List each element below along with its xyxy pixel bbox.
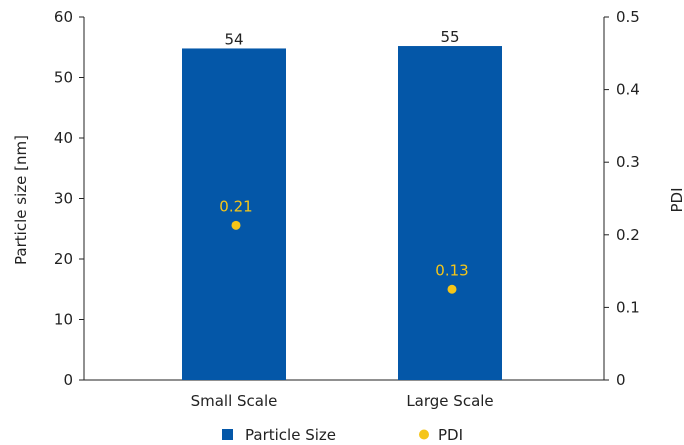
pdi-points bbox=[231, 220, 457, 294]
bar bbox=[398, 46, 502, 380]
y2-tick-label: 0 bbox=[616, 371, 626, 389]
bar-labels: 54 55 bbox=[224, 28, 459, 48]
y-tick-label: 50 bbox=[54, 69, 73, 87]
bar-value-label: 55 bbox=[440, 28, 459, 46]
pdi-value-label: 0.13 bbox=[435, 261, 468, 279]
y-tick-label: 40 bbox=[54, 129, 73, 147]
pdi-labels: 0.21 0.13 bbox=[219, 197, 468, 279]
y2-tick-label: 0.1 bbox=[616, 298, 640, 316]
pdi-point bbox=[447, 284, 457, 294]
category-labels: Small Scale Large Scale bbox=[191, 392, 494, 410]
pdi-value-label: 0.21 bbox=[219, 197, 252, 215]
y2-tick-label: 0.5 bbox=[616, 8, 640, 26]
bar-value-label: 54 bbox=[224, 30, 243, 48]
bar bbox=[182, 48, 286, 381]
y-tick-label: 30 bbox=[54, 190, 73, 208]
legend-label-pdi: PDI bbox=[438, 426, 463, 444]
legend-swatch-pdi bbox=[419, 429, 429, 440]
y-tick-label: 60 bbox=[54, 8, 73, 26]
legend: Particle Size PDI bbox=[222, 426, 463, 444]
pdi-point bbox=[231, 220, 241, 230]
y2-tick-label: 0.4 bbox=[616, 81, 640, 99]
bars bbox=[182, 46, 502, 381]
y-tick-label: 10 bbox=[54, 311, 73, 329]
y2-axis-title: PDI bbox=[668, 187, 684, 212]
category-label: Small Scale bbox=[191, 392, 278, 410]
y-tick-label: 20 bbox=[54, 250, 73, 268]
y2-tick-label: 0.2 bbox=[616, 226, 640, 244]
y-tick-label: 0 bbox=[63, 371, 73, 389]
left-ticks: 0 10 20 30 40 50 60 bbox=[54, 8, 84, 389]
right-ticks: 0 0.1 0.2 0.3 0.4 0.5 bbox=[604, 8, 640, 389]
y-axis-title: Particle size [nm] bbox=[12, 135, 30, 265]
legend-swatch-particle-size bbox=[222, 429, 233, 440]
category-label: Large Scale bbox=[406, 392, 493, 410]
legend-label-particle-size: Particle Size bbox=[245, 426, 336, 444]
y2-tick-label: 0.3 bbox=[616, 153, 640, 171]
